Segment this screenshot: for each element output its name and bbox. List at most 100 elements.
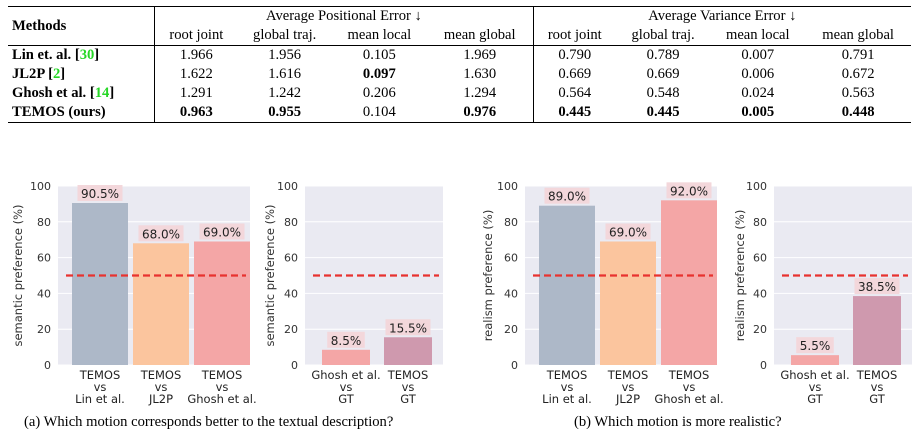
- table-cell: 0.669: [532, 65, 616, 84]
- value-label-bg: [138, 225, 184, 242]
- variance-error-header: Average Variance Error ↓: [532, 6, 911, 26]
- x-tick-label: GT: [869, 392, 886, 406]
- x-tick-label: Ghosh et al.: [780, 368, 849, 382]
- table-cell: 0.955: [268, 104, 302, 120]
- bar[interactable]: [384, 337, 432, 365]
- x-tick-label: Ghosh et al.: [311, 368, 380, 382]
- method-name: Ghosh et al. [14]: [12, 85, 115, 101]
- table-row: Lin et. al. [30] 1.966 1.956 0.105 1.969 0.79…: [8, 45, 911, 65]
- y-axis-label: realism preference (%): [733, 210, 747, 342]
- y-axis-label: realism preference (%): [481, 210, 495, 342]
- y-tick-label: 20: [753, 323, 767, 336]
- table-cell: 1.622: [154, 65, 238, 84]
- table-cell: 1.956: [268, 47, 302, 63]
- x-tick-label: vs: [216, 380, 229, 394]
- y-tick-label: 80: [504, 216, 518, 229]
- bar-value-label: 89.0%: [548, 190, 586, 204]
- subheader: mean global: [443, 27, 516, 43]
- x-tick-label: TEMOS: [546, 368, 588, 382]
- x-tick-label: TEMOS: [668, 368, 710, 382]
- x-tick-label: JL2P: [615, 392, 640, 406]
- y-tick-label: 40: [284, 287, 298, 300]
- bar[interactable]: [72, 203, 128, 365]
- bar-value-label: 68.0%: [142, 227, 180, 241]
- table-cell: 1.969: [463, 47, 497, 63]
- x-tick-label: Ghosh et al.: [187, 392, 256, 406]
- citation-link[interactable]: 2: [52, 66, 61, 82]
- x-tick-label: JL2P: [148, 392, 173, 406]
- x-tick-label: vs: [622, 380, 635, 394]
- table-cell: 0.548: [646, 85, 680, 101]
- table-cell: 0.563: [841, 85, 875, 101]
- method-name: JL2P [2]: [12, 66, 66, 82]
- value-label-bg: [666, 182, 712, 199]
- table-cell: 0.669: [646, 66, 680, 82]
- table-cell: 0.445: [646, 104, 680, 120]
- value-label-bg: [605, 223, 651, 240]
- y-tick-label: 40: [504, 287, 518, 300]
- table-cell: 0.448: [841, 104, 875, 120]
- y-axis-label: semantic preference (%): [263, 204, 277, 346]
- value-label-bg: [327, 331, 365, 348]
- table-cell: 0.105: [362, 47, 396, 63]
- positional-error-header: Average Positional Error ↓: [154, 6, 534, 26]
- x-tick-label: TEMOS: [856, 368, 898, 382]
- subheader: global traj.: [253, 27, 317, 43]
- x-tick-label: TEMOS: [201, 368, 243, 382]
- table-cell: 0.097: [362, 66, 396, 82]
- y-tick-label: 80: [37, 216, 51, 229]
- caption-b: (b) Which motion is more realistic?: [574, 414, 782, 430]
- y-tick-label: 100: [30, 180, 51, 193]
- bar-value-label: 69.0%: [609, 225, 647, 239]
- y-tick-label: 20: [284, 323, 298, 336]
- x-tick-label: vs: [155, 380, 168, 394]
- citation-link[interactable]: 14: [94, 85, 110, 101]
- bar-value-label: 15.5%: [389, 321, 427, 335]
- table-cell: 1.291: [154, 84, 238, 103]
- citation-link[interactable]: 30: [79, 47, 95, 63]
- table-cell: 0.672: [841, 66, 875, 82]
- x-tick-label: TEMOS: [387, 368, 429, 382]
- table-cell: 0.791: [841, 47, 875, 63]
- y-tick-label: 100: [497, 180, 518, 193]
- table-cell: 0.976: [463, 104, 497, 120]
- table-row: JL2P [2] 1.622 1.616 0.097 1.630 0.669 0.669 0.…: [8, 65, 911, 84]
- bar[interactable]: [322, 349, 370, 365]
- subheader: mean local: [347, 27, 412, 43]
- bar[interactable]: [133, 243, 189, 365]
- x-tick-label: Ghosh et al.: [654, 392, 723, 406]
- bar-value-label: 90.5%: [81, 187, 119, 201]
- subheader: global traj.: [631, 27, 695, 43]
- x-tick-label: TEMOS: [140, 368, 182, 382]
- table-cell: 1.242: [268, 85, 302, 101]
- bar-value-label: 5.5%: [800, 339, 831, 353]
- table-row: TEMOS (ours) 0.963 0.955 0.104 0.976 0.445 0.4…: [8, 103, 911, 123]
- value-label-bg: [77, 185, 123, 202]
- value-label-bg: [199, 223, 245, 240]
- y-tick-label: 100: [277, 180, 298, 193]
- y-tick-label: 40: [37, 287, 51, 300]
- x-tick-label: TEMOS: [79, 368, 121, 382]
- table-cell: 0.005: [741, 104, 775, 120]
- y-tick-label: 0: [291, 359, 298, 372]
- bar[interactable]: [853, 296, 901, 365]
- y-tick-label: 100: [746, 180, 767, 193]
- bar[interactable]: [194, 241, 250, 365]
- bar[interactable]: [539, 205, 595, 365]
- bar[interactable]: [600, 241, 656, 365]
- table-cell: 0.564: [532, 84, 616, 103]
- y-tick-label: 60: [504, 252, 518, 265]
- table-cell: 0.104: [362, 104, 396, 120]
- value-label-bg: [854, 278, 900, 295]
- y-tick-label: 0: [760, 359, 767, 372]
- bar[interactable]: [791, 355, 839, 365]
- value-label-bg: [544, 187, 590, 204]
- bar-value-label: 38.5%: [858, 280, 896, 294]
- y-tick-label: 0: [44, 359, 51, 372]
- y-axis-label: semantic preference (%): [11, 204, 25, 346]
- x-tick-label: Lin et al.: [75, 392, 125, 406]
- bar[interactable]: [661, 200, 717, 365]
- results-table: Methods Average Positional Error ↓ Avera…: [8, 6, 911, 123]
- table-cell: 0.006: [741, 66, 775, 82]
